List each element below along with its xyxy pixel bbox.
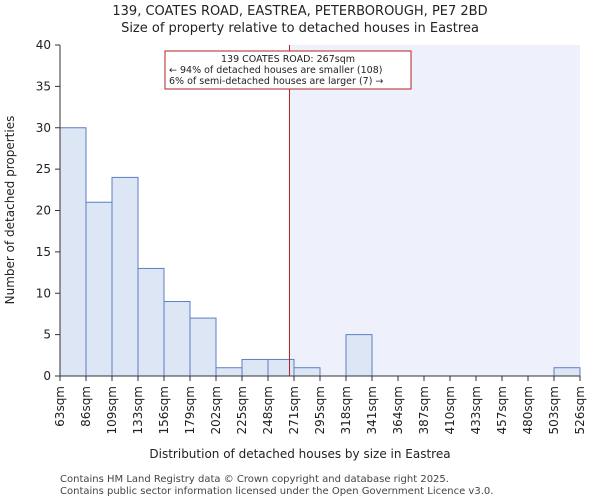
footer-line-1: Contains HM Land Registry data © Crown c… xyxy=(60,474,449,485)
annotation-title: 139 COATES ROAD: 267sqm xyxy=(221,54,355,65)
annotation-smaller: ← 94% of detached houses are smaller (10… xyxy=(169,65,382,76)
x-tick-label: 318sqm xyxy=(339,386,353,434)
plot-area: 0 5 10 15 20 25 30 35 40 63sqm 86sqm 109sqm 133sqm 15… xyxy=(36,38,587,434)
y-axis-label: Number of detached properties xyxy=(3,116,17,305)
x-tick-label: 271sqm xyxy=(287,386,301,434)
x-tick-label: 225sqm xyxy=(235,386,249,434)
x-tick-label: 364sqm xyxy=(391,386,405,434)
bar xyxy=(553,367,581,377)
y-tick-label: 10 xyxy=(36,286,51,300)
x-tick-label: 526sqm xyxy=(573,386,587,434)
highlight-region xyxy=(289,45,580,376)
x-tick-label: 156sqm xyxy=(157,386,171,434)
bar xyxy=(345,334,373,377)
x-tick-label: 133sqm xyxy=(131,386,145,434)
bar xyxy=(163,301,191,377)
y-tick-label: 0 xyxy=(43,369,51,383)
x-tick-label: 341sqm xyxy=(365,386,379,434)
bar xyxy=(241,358,269,377)
x-tick-label: 503sqm xyxy=(547,386,561,434)
bar xyxy=(267,358,295,377)
x-tick-label: 86sqm xyxy=(79,386,93,427)
x-tick-label: 433sqm xyxy=(469,386,483,434)
x-tick-label: 295sqm xyxy=(313,386,327,434)
footer-line-2: Contains public sector information licen… xyxy=(60,486,493,497)
chart-title: 139, COATES ROAD, EASTREA, PETERBOROUGH,… xyxy=(112,4,487,19)
annotation-box xyxy=(164,50,412,90)
x-tick-label: 480sqm xyxy=(521,386,535,434)
bar xyxy=(189,317,217,377)
x-tick-label: 179sqm xyxy=(183,386,197,434)
x-tick-label: 109sqm xyxy=(105,386,119,434)
x-tick-label: 410sqm xyxy=(443,386,457,434)
bar xyxy=(85,201,113,377)
x-tick-label: 202sqm xyxy=(209,386,223,434)
y-tick-label: 35 xyxy=(36,79,51,93)
y-tick-label: 20 xyxy=(36,204,51,218)
y-tick-label: 15 xyxy=(36,245,51,259)
x-tick-label: 248sqm xyxy=(261,386,275,434)
bar xyxy=(293,367,321,377)
bar xyxy=(111,176,139,377)
y-tick-label: 25 xyxy=(36,162,51,176)
bar xyxy=(59,127,87,377)
x-axis-label: Distribution of detached houses by size … xyxy=(149,447,450,461)
bar xyxy=(137,267,165,377)
x-tick-label: 457sqm xyxy=(495,386,509,434)
y-tick-label: 30 xyxy=(36,121,51,135)
x-tick-label: 387sqm xyxy=(417,386,431,434)
chart-subtitle: Size of property relative to detached ho… xyxy=(121,21,479,36)
annotation-larger: 6% of semi-detached houses are larger (7… xyxy=(169,76,383,87)
bar xyxy=(215,367,243,377)
x-tick-label: 63sqm xyxy=(53,386,67,427)
y-tick-label: 5 xyxy=(43,328,51,342)
y-tick-label: 40 xyxy=(36,38,51,52)
